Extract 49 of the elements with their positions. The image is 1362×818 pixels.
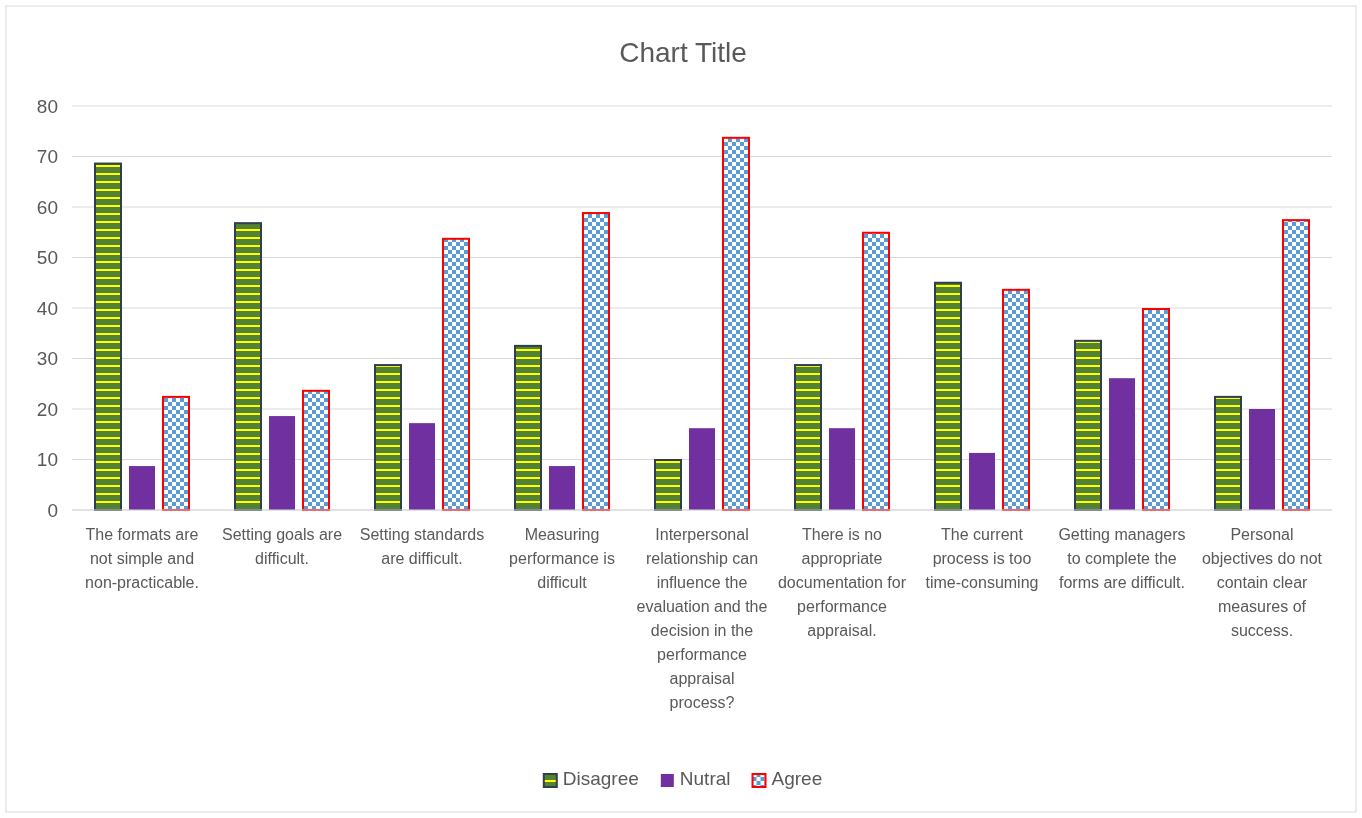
bar bbox=[934, 281, 962, 511]
y-tick-label: 30 bbox=[36, 348, 58, 370]
y-tick-label: 0 bbox=[47, 499, 58, 521]
bar bbox=[689, 428, 715, 510]
x-tick-label: Setting standards are difficult. bbox=[359, 526, 485, 567]
y-tick-label: 10 bbox=[36, 449, 58, 471]
bar bbox=[234, 222, 262, 511]
bar bbox=[269, 416, 295, 510]
y-tick-label: 40 bbox=[36, 297, 58, 319]
x-tick-label: There is no appropriate documentation for performance appraisal. bbox=[777, 526, 907, 639]
bar bbox=[1282, 219, 1310, 511]
bar bbox=[969, 452, 995, 510]
y-tick-label: 80 bbox=[36, 95, 58, 117]
y-tick-label: 70 bbox=[36, 146, 58, 168]
y-tick-label: 20 bbox=[36, 398, 58, 420]
bar bbox=[162, 395, 190, 511]
bar bbox=[94, 162, 122, 511]
x-tick-label: Setting goals are difficult. bbox=[221, 526, 343, 567]
bar bbox=[374, 364, 402, 511]
bar bbox=[722, 136, 750, 511]
bar bbox=[129, 466, 155, 510]
bar bbox=[442, 237, 470, 511]
bar bbox=[654, 459, 682, 511]
bar bbox=[549, 466, 575, 510]
bar bbox=[514, 344, 542, 511]
x-tick-label: The current process is too time-consuming bbox=[925, 526, 1039, 591]
bar bbox=[302, 389, 330, 511]
bar bbox=[794, 364, 822, 511]
bar bbox=[1109, 378, 1135, 510]
legend-label: Nutral bbox=[679, 768, 731, 789]
bar bbox=[1002, 288, 1030, 511]
bar bbox=[1214, 395, 1242, 511]
x-tick-label: Getting managers to complete the forms are difficult. bbox=[1058, 526, 1186, 591]
legend-label: Disagree bbox=[562, 768, 639, 789]
x-tick-label: Measuring performance is difficult bbox=[509, 526, 615, 591]
bar bbox=[582, 212, 610, 511]
bar bbox=[409, 423, 435, 510]
bar bbox=[862, 231, 890, 511]
bar bbox=[1142, 308, 1170, 511]
x-tick-label: Interpersonal relationship can influence the evaluation and the decision in the performance appraisal process? bbox=[636, 526, 768, 711]
bar bbox=[1074, 339, 1102, 511]
x-tick-label: Personal objectives do not contain clear measures of success. bbox=[1201, 526, 1323, 639]
bar bbox=[829, 428, 855, 510]
legend-label: Agree bbox=[771, 768, 823, 789]
y-tick-label: 60 bbox=[36, 196, 58, 218]
x-tick-label: The formats are not simple and non-practicable. bbox=[85, 526, 199, 591]
chart-title: Chart Title bbox=[619, 37, 747, 68]
y-tick-label: 50 bbox=[36, 247, 58, 269]
bar bbox=[1249, 409, 1275, 510]
